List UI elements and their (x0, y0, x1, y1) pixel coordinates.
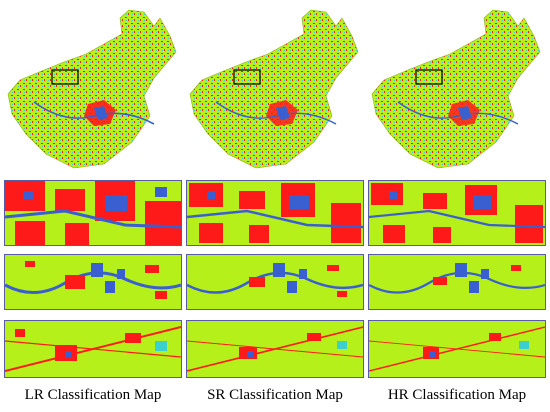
sr-region-map (189, 9, 359, 169)
hr-river-detail (368, 254, 546, 310)
hr-caption: HR Classification Map (387, 387, 527, 403)
sr-column: SR Classification Map (186, 0, 364, 412)
lr-region-map (7, 9, 177, 169)
hr-field-detail (368, 320, 546, 378)
sr-river-detail (186, 254, 364, 310)
lr-column: LR Classification Map (4, 0, 182, 412)
lr-field-detail (4, 320, 182, 378)
lr-caption: LR Classification Map (24, 387, 162, 403)
hr-column: HR Classification Map (368, 0, 546, 412)
sr-urban-detail (186, 180, 364, 246)
sr-caption: SR Classification Map (207, 387, 343, 403)
lr-river-detail (4, 254, 182, 310)
lr-urban-detail (4, 180, 182, 246)
sr-field-detail (186, 320, 364, 378)
hr-region-map (371, 9, 541, 169)
hr-urban-detail (368, 180, 546, 246)
